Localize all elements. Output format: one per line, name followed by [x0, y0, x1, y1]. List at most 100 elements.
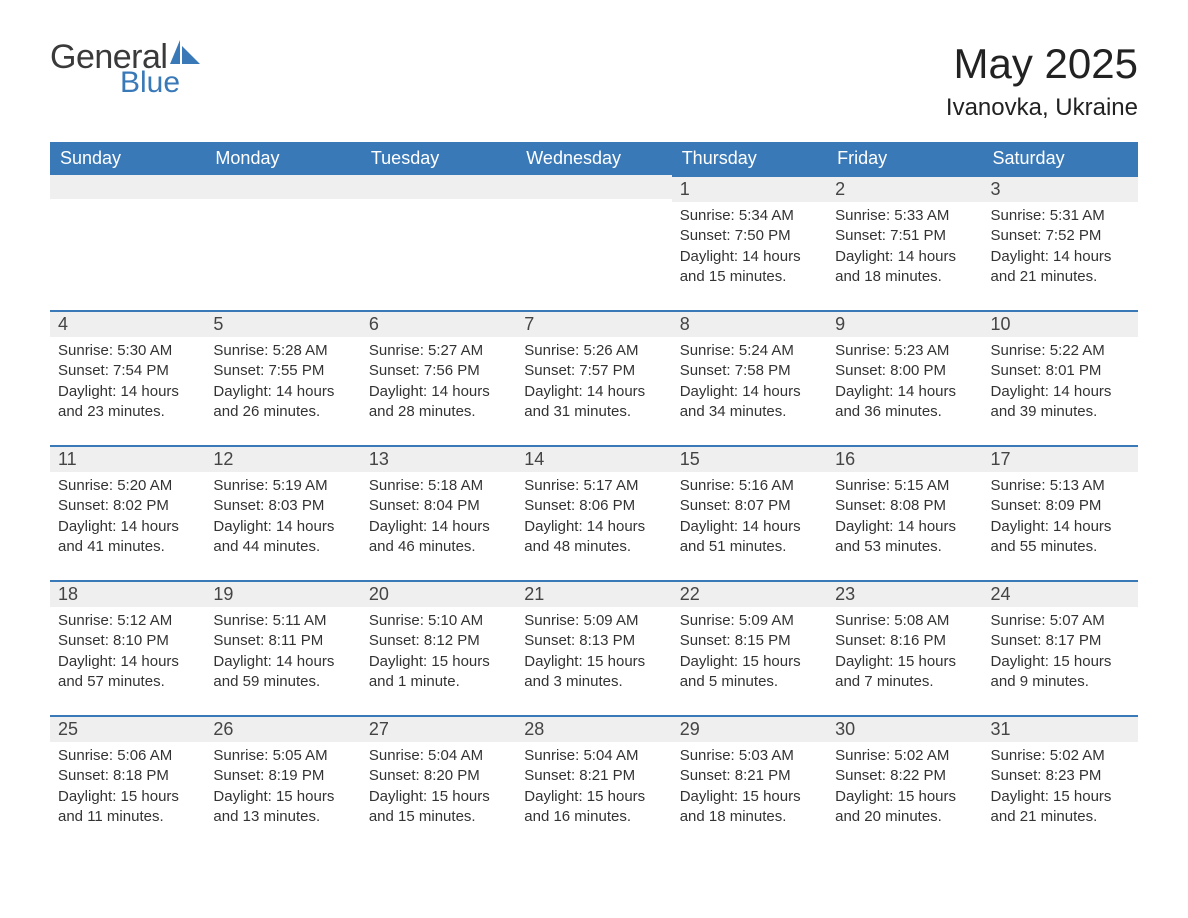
- daylight-text-1: Daylight: 14 hours: [369, 517, 508, 537]
- sunrise-text: Sunrise: 5:18 AM: [369, 476, 508, 496]
- day-number: 13: [361, 445, 516, 472]
- calendar-week-row: 25Sunrise: 5:06 AMSunset: 8:18 PMDayligh…: [50, 715, 1138, 850]
- daylight-text-2: and 28 minutes.: [369, 402, 508, 422]
- sunrise-text: Sunrise: 5:28 AM: [213, 341, 352, 361]
- sunset-text: Sunset: 8:09 PM: [991, 496, 1130, 516]
- calendar-week-row: 11Sunrise: 5:20 AMSunset: 8:02 PMDayligh…: [50, 445, 1138, 580]
- daylight-text-2: and 9 minutes.: [991, 672, 1130, 692]
- weekday-header-row: SundayMondayTuesdayWednesdayThursdayFrid…: [50, 142, 1138, 175]
- daylight-text-2: and 53 minutes.: [835, 537, 974, 557]
- day-details: Sunrise: 5:03 AMSunset: 8:21 PMDaylight:…: [672, 742, 827, 833]
- calendar-page: General Blue May 2025 Ivanovka, Ukraine …: [0, 0, 1188, 880]
- sunrise-text: Sunrise: 5:10 AM: [369, 611, 508, 631]
- calendar-cell: 26Sunrise: 5:05 AMSunset: 8:19 PMDayligh…: [205, 715, 360, 850]
- day-details: Sunrise: 5:34 AMSunset: 7:50 PMDaylight:…: [672, 202, 827, 293]
- calendar-cell: 27Sunrise: 5:04 AMSunset: 8:20 PMDayligh…: [361, 715, 516, 850]
- sunset-text: Sunset: 8:04 PM: [369, 496, 508, 516]
- calendar-week-row: 1Sunrise: 5:34 AMSunset: 7:50 PMDaylight…: [50, 175, 1138, 310]
- day-number: 4: [50, 310, 205, 337]
- day-details: Sunrise: 5:12 AMSunset: 8:10 PMDaylight:…: [50, 607, 205, 698]
- daylight-text-2: and 48 minutes.: [524, 537, 663, 557]
- sunset-text: Sunset: 8:12 PM: [369, 631, 508, 651]
- daylight-text-2: and 51 minutes.: [680, 537, 819, 557]
- daylight-text-1: Daylight: 14 hours: [991, 517, 1130, 537]
- calendar-cell: 20Sunrise: 5:10 AMSunset: 8:12 PMDayligh…: [361, 580, 516, 715]
- calendar-cell: 25Sunrise: 5:06 AMSunset: 8:18 PMDayligh…: [50, 715, 205, 850]
- calendar-cell: 31Sunrise: 5:02 AMSunset: 8:23 PMDayligh…: [983, 715, 1138, 850]
- day-details: Sunrise: 5:07 AMSunset: 8:17 PMDaylight:…: [983, 607, 1138, 698]
- sunrise-text: Sunrise: 5:04 AM: [524, 746, 663, 766]
- daylight-text-2: and 7 minutes.: [835, 672, 974, 692]
- weekday-header: Saturday: [983, 142, 1138, 175]
- daylight-text-2: and 41 minutes.: [58, 537, 197, 557]
- day-number: 7: [516, 310, 671, 337]
- daylight-text-2: and 18 minutes.: [680, 807, 819, 827]
- daylight-text-2: and 3 minutes.: [524, 672, 663, 692]
- daylight-text-1: Daylight: 15 hours: [369, 787, 508, 807]
- calendar-week-row: 18Sunrise: 5:12 AMSunset: 8:10 PMDayligh…: [50, 580, 1138, 715]
- day-number: 27: [361, 715, 516, 742]
- daylight-text-2: and 59 minutes.: [213, 672, 352, 692]
- calendar-cell: 8Sunrise: 5:24 AMSunset: 7:58 PMDaylight…: [672, 310, 827, 445]
- calendar-cell: 12Sunrise: 5:19 AMSunset: 8:03 PMDayligh…: [205, 445, 360, 580]
- day-details: Sunrise: 5:24 AMSunset: 7:58 PMDaylight:…: [672, 337, 827, 428]
- sunrise-text: Sunrise: 5:12 AM: [58, 611, 197, 631]
- daylight-text-2: and 13 minutes.: [213, 807, 352, 827]
- page-header: General Blue May 2025 Ivanovka, Ukraine: [50, 40, 1138, 122]
- day-details: Sunrise: 5:04 AMSunset: 8:21 PMDaylight:…: [516, 742, 671, 833]
- calendar-cell: 2Sunrise: 5:33 AMSunset: 7:51 PMDaylight…: [827, 175, 982, 310]
- sunset-text: Sunset: 8:15 PM: [680, 631, 819, 651]
- daylight-text-2: and 31 minutes.: [524, 402, 663, 422]
- daylight-text-1: Daylight: 15 hours: [524, 652, 663, 672]
- sunrise-text: Sunrise: 5:07 AM: [991, 611, 1130, 631]
- weekday-header: Sunday: [50, 142, 205, 175]
- day-details: Sunrise: 5:10 AMSunset: 8:12 PMDaylight:…: [361, 607, 516, 698]
- calendar-week-row: 4Sunrise: 5:30 AMSunset: 7:54 PMDaylight…: [50, 310, 1138, 445]
- day-number: 3: [983, 175, 1138, 202]
- daylight-text-1: Daylight: 15 hours: [58, 787, 197, 807]
- sunrise-text: Sunrise: 5:27 AM: [369, 341, 508, 361]
- day-details: Sunrise: 5:23 AMSunset: 8:00 PMDaylight:…: [827, 337, 982, 428]
- day-details: Sunrise: 5:33 AMSunset: 7:51 PMDaylight:…: [827, 202, 982, 293]
- sunrise-text: Sunrise: 5:02 AM: [991, 746, 1130, 766]
- sunrise-text: Sunrise: 5:06 AM: [58, 746, 197, 766]
- day-details: Sunrise: 5:09 AMSunset: 8:13 PMDaylight:…: [516, 607, 671, 698]
- sunset-text: Sunset: 8:00 PM: [835, 361, 974, 381]
- day-number: 16: [827, 445, 982, 472]
- day-number: 31: [983, 715, 1138, 742]
- daylight-text-2: and 34 minutes.: [680, 402, 819, 422]
- daylight-text-1: Daylight: 14 hours: [835, 382, 974, 402]
- sunrise-text: Sunrise: 5:26 AM: [524, 341, 663, 361]
- weekday-header: Friday: [827, 142, 982, 175]
- daylight-text-1: Daylight: 15 hours: [369, 652, 508, 672]
- daylight-text-1: Daylight: 15 hours: [991, 787, 1130, 807]
- daylight-text-2: and 36 minutes.: [835, 402, 974, 422]
- sunset-text: Sunset: 8:20 PM: [369, 766, 508, 786]
- calendar-cell: 10Sunrise: 5:22 AMSunset: 8:01 PMDayligh…: [983, 310, 1138, 445]
- empty-day-header: [50, 175, 205, 199]
- daylight-text-2: and 39 minutes.: [991, 402, 1130, 422]
- calendar-cell: 23Sunrise: 5:08 AMSunset: 8:16 PMDayligh…: [827, 580, 982, 715]
- daylight-text-1: Daylight: 14 hours: [680, 382, 819, 402]
- calendar-cell: 1Sunrise: 5:34 AMSunset: 7:50 PMDaylight…: [672, 175, 827, 310]
- daylight-text-1: Daylight: 14 hours: [213, 517, 352, 537]
- sunset-text: Sunset: 8:01 PM: [991, 361, 1130, 381]
- daylight-text-2: and 20 minutes.: [835, 807, 974, 827]
- sunrise-text: Sunrise: 5:05 AM: [213, 746, 352, 766]
- day-number: 12: [205, 445, 360, 472]
- daylight-text-2: and 5 minutes.: [680, 672, 819, 692]
- day-details: Sunrise: 5:16 AMSunset: 8:07 PMDaylight:…: [672, 472, 827, 563]
- logo: General Blue: [50, 40, 204, 98]
- day-number: 20: [361, 580, 516, 607]
- sunset-text: Sunset: 7:56 PM: [369, 361, 508, 381]
- day-details: Sunrise: 5:22 AMSunset: 8:01 PMDaylight:…: [983, 337, 1138, 428]
- calendar-cell: 4Sunrise: 5:30 AMSunset: 7:54 PMDaylight…: [50, 310, 205, 445]
- sunset-text: Sunset: 7:50 PM: [680, 226, 819, 246]
- daylight-text-2: and 55 minutes.: [991, 537, 1130, 557]
- calendar-table: SundayMondayTuesdayWednesdayThursdayFrid…: [50, 142, 1138, 850]
- calendar-cell: 28Sunrise: 5:04 AMSunset: 8:21 PMDayligh…: [516, 715, 671, 850]
- weekday-header: Thursday: [672, 142, 827, 175]
- day-number: 11: [50, 445, 205, 472]
- logo-word-blue: Blue: [120, 68, 204, 98]
- daylight-text-1: Daylight: 14 hours: [991, 382, 1130, 402]
